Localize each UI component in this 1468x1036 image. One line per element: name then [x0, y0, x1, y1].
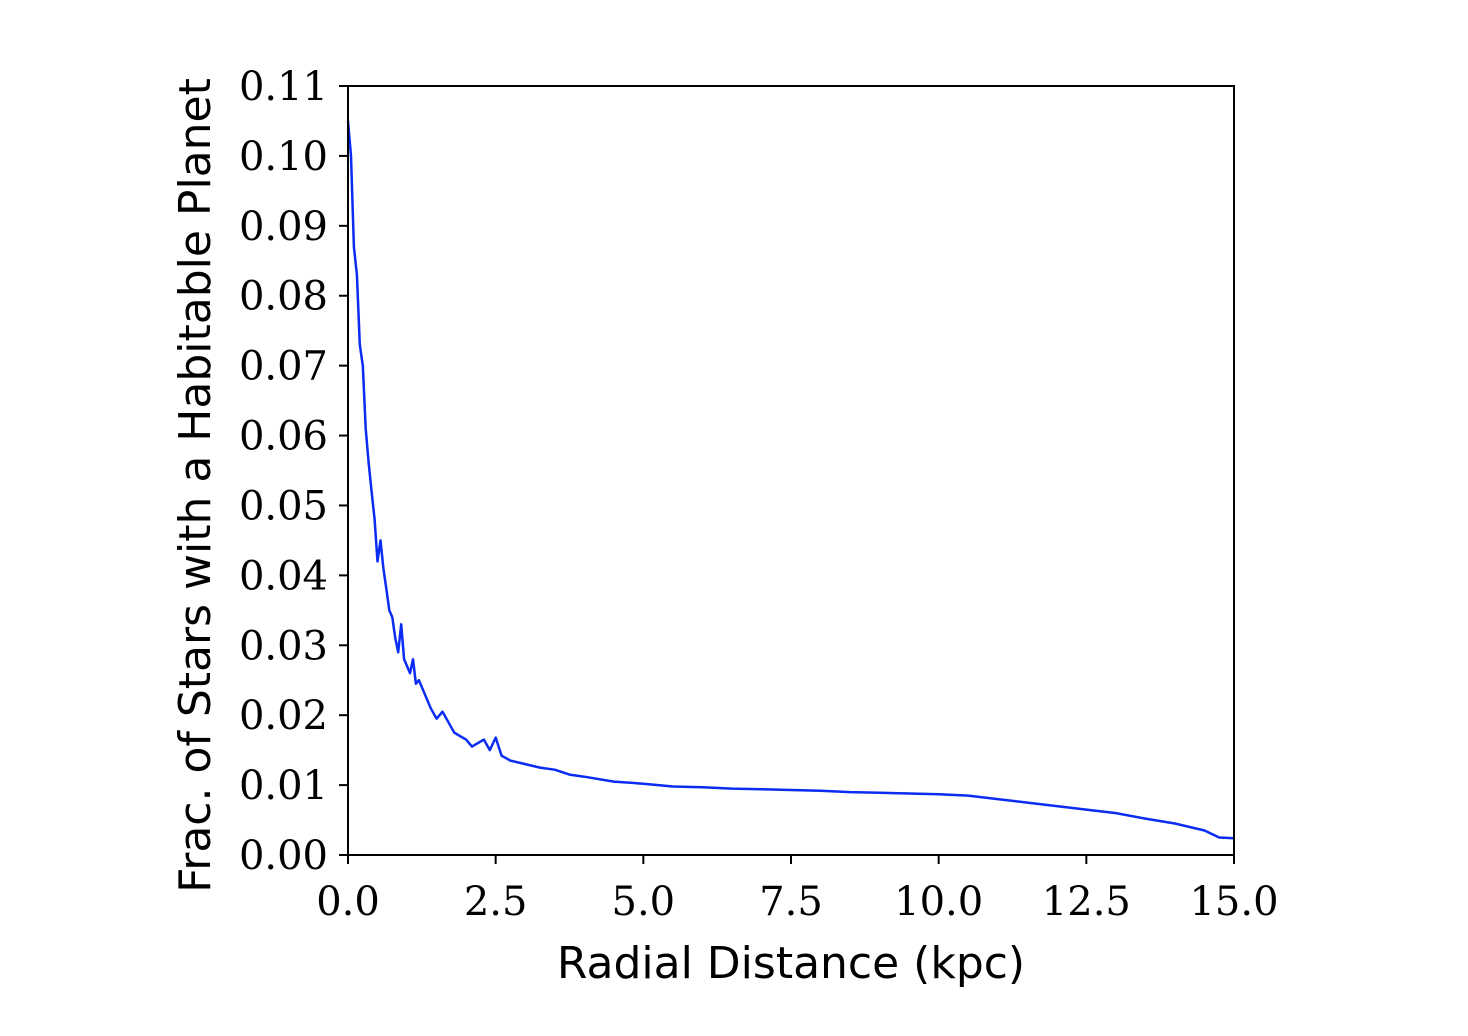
x-axis-title: Radial Distance (kpc)	[557, 938, 1025, 989]
y-tick-label: 0.05	[239, 483, 328, 529]
y-tick-label: 0.08	[239, 274, 328, 320]
y-tick-label: 0.10	[239, 134, 328, 180]
y-tick-label: 0.03	[239, 623, 328, 669]
series-line	[346, 120, 1235, 840]
y-axis: 0.00 0.01 0.02 0.03 0.04 0.05 0.06 0.07 0.08 0.09…	[239, 64, 348, 879]
x-tick-label: 10.0	[894, 879, 983, 925]
x-tick-label: 15.0	[1189, 879, 1278, 925]
x-tick-label: 12.5	[1042, 879, 1131, 925]
y-tick-label: 0.07	[239, 344, 328, 390]
y-tick-label: 0.11	[239, 64, 328, 110]
axes-frame	[347, 85, 1235, 856]
x-axis: 0.0 2.5 5.0 7.5 10.0 12.5 15.0	[316, 855, 1279, 925]
y-tick-label: 0.00	[239, 833, 328, 879]
plot-area	[346, 120, 1235, 840]
y-tick-label: 0.09	[239, 204, 328, 250]
x-tick-label: 5.0	[612, 879, 676, 925]
y-tick-label: 0.06	[239, 414, 328, 460]
x-tick-label: 2.5	[464, 879, 528, 925]
y-axis-title: Frac. of Stars with a Habitable Planet	[170, 78, 221, 893]
x-tick-label: 0.0	[316, 879, 380, 925]
y-tick-label: 0.04	[239, 553, 328, 599]
y-tick-label: 0.02	[239, 693, 328, 739]
y-tick-label: 0.01	[239, 763, 328, 809]
x-tick-label: 7.5	[759, 879, 823, 925]
